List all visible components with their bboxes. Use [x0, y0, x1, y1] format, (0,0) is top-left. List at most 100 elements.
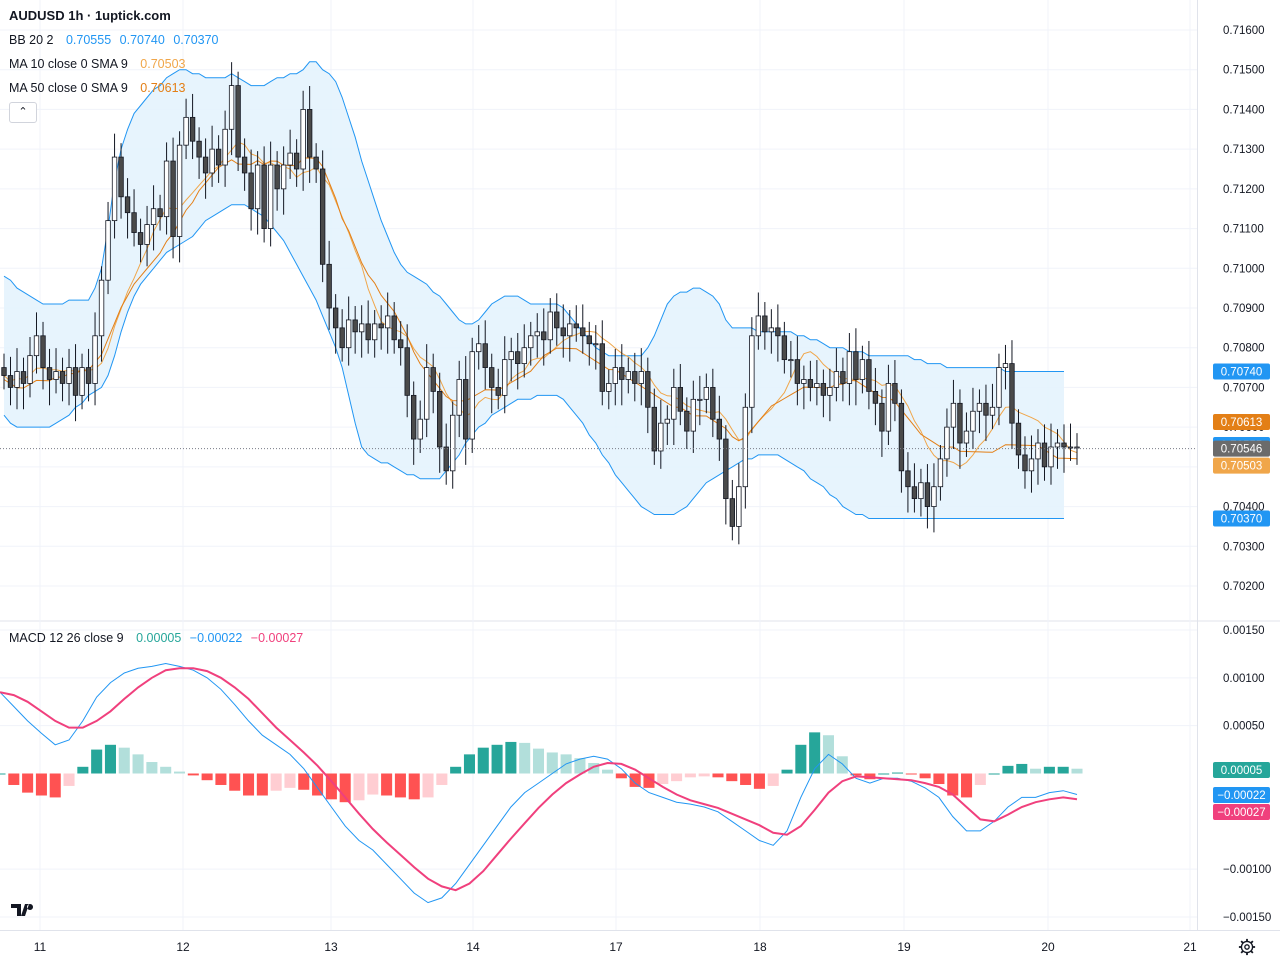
candle-body	[371, 323, 378, 341]
macd-histogram-bar	[477, 747, 489, 774]
price-badge-label: 0.70370	[1221, 513, 1263, 525]
candle-body	[98, 279, 105, 337]
candle-body	[580, 327, 586, 337]
candle-body	[385, 315, 391, 329]
candle-body	[918, 482, 924, 500]
macd-histogram-bar	[394, 773, 406, 798]
candle-body	[398, 339, 404, 349]
macd-histogram-bar	[671, 773, 683, 782]
candle-body	[437, 390, 443, 448]
macd-histogram-bar	[91, 749, 103, 774]
candle-body	[599, 343, 605, 392]
price-badge	[1213, 440, 1270, 457]
candle-body	[326, 263, 332, 309]
candle-body	[7, 375, 14, 388]
price-tick-label: 0.70800	[1223, 343, 1265, 355]
candle-body	[306, 109, 313, 158]
price-axis[interactable]: 0.71600 0.71500 0.71400 0.71300 0.71200 0.711…	[1213, 25, 1271, 924]
candle-body	[202, 156, 209, 174]
candle-body	[241, 156, 248, 174]
candle-body	[261, 164, 267, 229]
tradingview-logo-icon[interactable]	[10, 900, 38, 920]
candle-body	[176, 144, 183, 237]
candle-body	[1035, 442, 1041, 460]
candle-body	[989, 406, 996, 416]
candle-body	[228, 85, 235, 130]
candle-body	[1015, 422, 1022, 456]
price-badge	[1213, 457, 1270, 474]
macd-histogram-bar	[173, 771, 186, 774]
candle-body	[703, 387, 710, 400]
price-tick-label: 0.70400	[1223, 502, 1265, 514]
legend-ma50-value: 0.70613	[140, 81, 186, 95]
candle-body	[645, 371, 651, 408]
macd-histogram-bar	[767, 773, 779, 786]
candle-body	[573, 323, 579, 329]
macd-histogram-bar	[298, 773, 310, 790]
macd-histogram-bar	[160, 766, 172, 774]
macd-histogram-bar	[463, 754, 475, 774]
macd-badge	[1213, 804, 1270, 820]
legend-macd[interactable]: MACD 12 26 close 9 0.00005 −0.00022 −0.0…	[9, 631, 303, 645]
candle-body	[632, 371, 638, 384]
candle-body	[788, 359, 794, 362]
macd-histogram-bar	[187, 773, 199, 776]
macd-pane[interactable]	[0, 662, 1083, 904]
candle-body	[411, 394, 417, 440]
candlestick-series[interactable]	[0, 62, 1197, 545]
macd-histogram-bar	[270, 773, 282, 791]
time-tick-label: 11	[34, 940, 47, 954]
price-tick-label: 0.70900	[1223, 303, 1265, 315]
price-tick-label: 0.71100	[1223, 224, 1264, 236]
time-tick-label: 17	[609, 940, 623, 954]
candle-body	[677, 387, 683, 412]
candle-body	[892, 383, 898, 404]
gear-icon[interactable]	[1238, 938, 1256, 956]
candle-body	[697, 398, 703, 401]
candle-body	[53, 371, 59, 380]
candle-body	[924, 482, 931, 507]
collapse-legend-button[interactable]: ⌃	[9, 102, 37, 123]
legend-ma10-value: 0.70503	[140, 57, 186, 71]
legend-bb-lower: 0.70370	[173, 33, 219, 47]
candle-body	[950, 402, 957, 428]
candle-body	[430, 367, 436, 392]
candle-body	[846, 351, 853, 384]
price-badge	[1213, 413, 1270, 430]
candle-body	[209, 148, 215, 174]
candle-body	[742, 406, 749, 488]
candle-body	[749, 335, 755, 408]
legend-bb[interactable]: BB 20 2 0.70555 0.70740 0.70370	[9, 33, 219, 47]
macd-histogram-bar	[809, 732, 821, 774]
macd-histogram-bar	[1057, 766, 1069, 774]
candle-body	[944, 426, 950, 460]
macd-tick-label: 0.00050	[1223, 721, 1265, 733]
macd-tick-label: 0.00150	[1223, 625, 1265, 637]
legend-ma50[interactable]: MA 50 close 0 SMA 9 0.70613	[9, 81, 185, 95]
price-badge	[1213, 363, 1270, 380]
time-axis[interactable]: 11 12 13 14 17 18 19 20 21	[34, 940, 1197, 954]
candle-body	[970, 410, 976, 432]
candle-body	[46, 367, 53, 380]
price-badge-label: 0.70546	[1221, 444, 1263, 456]
candle-body	[450, 414, 456, 472]
candle-body	[105, 220, 111, 281]
candle-body	[124, 196, 131, 214]
candle-body	[20, 371, 27, 384]
candle-body	[736, 486, 742, 527]
candle-body	[976, 402, 983, 412]
candle-body	[885, 383, 892, 432]
time-tick-label: 20	[1041, 940, 1055, 954]
legend-ma10[interactable]: MA 10 close 0 SMA 9 0.70503	[9, 57, 185, 71]
macd-histogram-bar	[49, 773, 61, 798]
candle-body	[300, 109, 306, 170]
candle-body	[345, 319, 352, 349]
candle-body	[254, 164, 261, 210]
price-tick-label: 0.70700	[1223, 382, 1265, 394]
candle-body	[183, 116, 189, 146]
candle-body	[1022, 454, 1028, 472]
candle-body	[664, 418, 670, 424]
legend-ma10-label: MA 10 close 0 SMA 9	[9, 57, 128, 71]
price-tick-label: 0.71300	[1223, 144, 1265, 156]
